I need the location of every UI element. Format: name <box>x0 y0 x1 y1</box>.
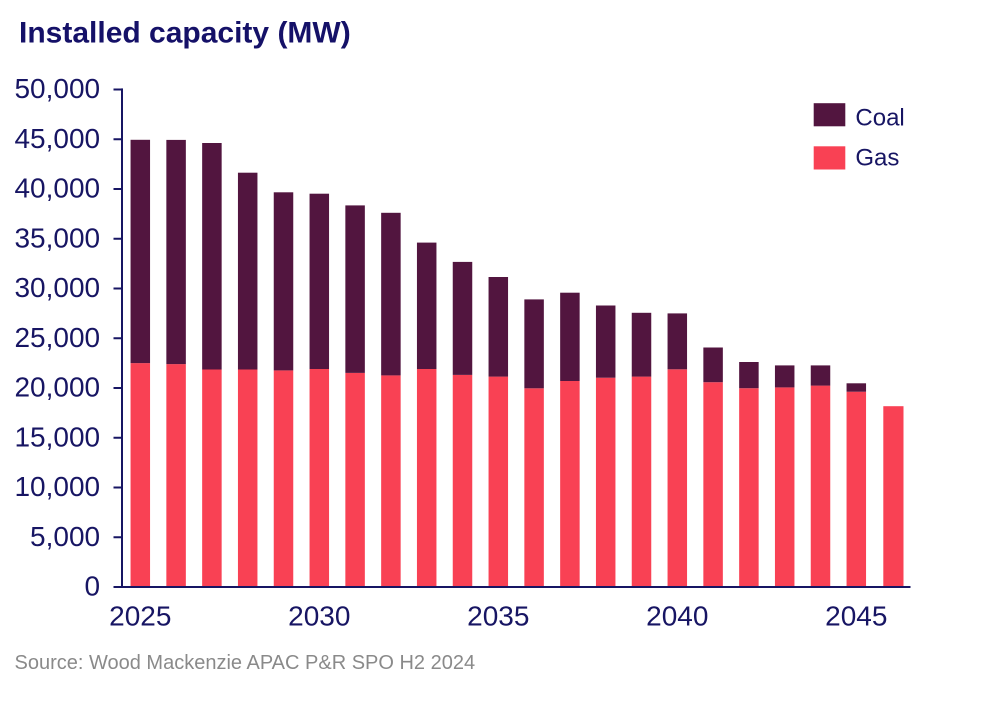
svg-text:2040: 2040 <box>646 601 708 632</box>
svg-text:Installed capacity (MW): Installed capacity (MW) <box>19 16 351 49</box>
svg-text:10,000: 10,000 <box>14 471 100 502</box>
svg-text:2030: 2030 <box>288 601 350 632</box>
svg-text:2025: 2025 <box>109 601 171 632</box>
svg-text:20,000: 20,000 <box>14 372 100 403</box>
svg-text:45,000: 45,000 <box>14 123 100 154</box>
svg-text:2035: 2035 <box>467 601 529 632</box>
svg-text:15,000: 15,000 <box>14 421 100 452</box>
svg-text:35,000: 35,000 <box>14 222 100 253</box>
svg-text:2045: 2045 <box>825 601 887 632</box>
svg-text:30,000: 30,000 <box>14 272 100 303</box>
svg-text:5,000: 5,000 <box>30 521 100 552</box>
svg-text:40,000: 40,000 <box>14 173 100 204</box>
svg-text:Source: Wood Mackenzie APAC P&: Source: Wood Mackenzie APAC P&R SPO H2 2… <box>15 652 476 674</box>
svg-text:Coal: Coal <box>855 104 904 131</box>
svg-text:Gas: Gas <box>855 145 899 172</box>
svg-text:50,000: 50,000 <box>14 73 100 104</box>
svg-text:25,000: 25,000 <box>14 322 100 353</box>
svg-text:0: 0 <box>85 571 101 602</box>
